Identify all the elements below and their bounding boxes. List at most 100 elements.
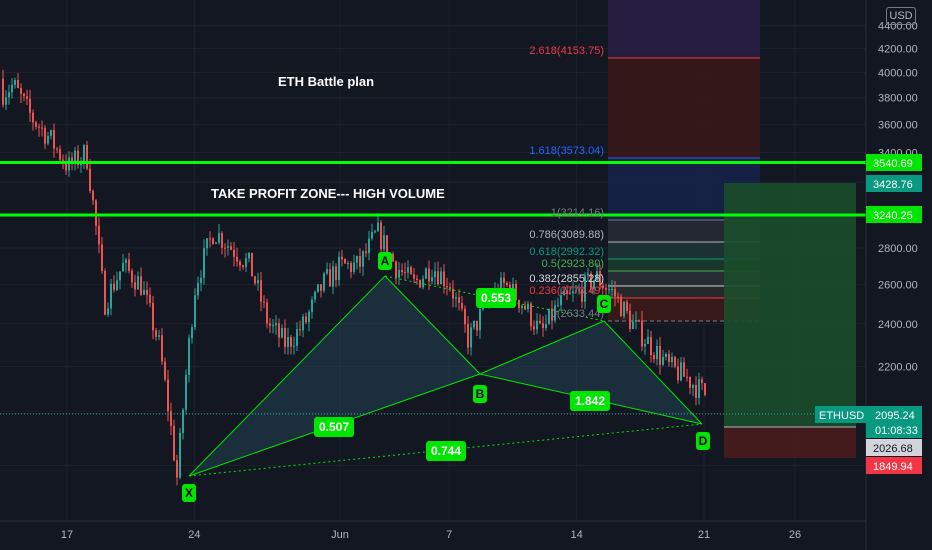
candle-body bbox=[353, 262, 355, 273]
candle-body bbox=[116, 280, 118, 290]
tag-line-upper: 3540.69 bbox=[866, 154, 922, 171]
candle-body bbox=[260, 280, 262, 302]
candle-body bbox=[590, 273, 592, 289]
time-axis[interactable]: 17 24 Jun 7 14 21 26 bbox=[61, 529, 801, 541]
candle-body bbox=[83, 145, 85, 161]
candle-body bbox=[503, 277, 505, 283]
candle-body bbox=[179, 432, 181, 478]
key-levels[interactable] bbox=[0, 161, 866, 415]
candle-body bbox=[401, 270, 403, 273]
svg-text:D: D bbox=[699, 434, 708, 448]
candle-body bbox=[11, 84, 13, 93]
candle-body bbox=[572, 291, 574, 294]
price-axis[interactable]: 1800.002000.002200.002400.002600.002800.… bbox=[878, 21, 918, 473]
time-tick-label: Jun bbox=[331, 529, 349, 541]
candle-body bbox=[530, 303, 532, 327]
svg-text:0.744: 0.744 bbox=[431, 444, 461, 458]
candle-body bbox=[647, 336, 649, 344]
candle-body bbox=[215, 242, 217, 244]
candle-body bbox=[71, 157, 73, 164]
candle-body bbox=[626, 301, 628, 312]
time-tick-label: 17 bbox=[61, 529, 73, 541]
candle-body bbox=[269, 323, 271, 326]
candle-body bbox=[431, 277, 433, 282]
svg-text:0.507: 0.507 bbox=[319, 420, 349, 434]
candle-body bbox=[119, 271, 121, 281]
candle-body bbox=[665, 353, 667, 357]
candle-body bbox=[155, 330, 157, 337]
candle-body bbox=[365, 251, 367, 254]
candle-body bbox=[410, 267, 412, 275]
candle-body bbox=[53, 130, 55, 149]
tag-stop: 1849.94 bbox=[866, 457, 922, 474]
candle-body bbox=[65, 163, 67, 171]
candle-body bbox=[557, 305, 559, 307]
candle-body bbox=[500, 277, 502, 298]
candle-body bbox=[293, 345, 295, 347]
tag-line-lower-text: 3240.25 bbox=[873, 210, 913, 222]
currency-badge[interactable]: USD bbox=[886, 7, 916, 25]
candle-body bbox=[338, 256, 340, 281]
candle-body bbox=[299, 329, 301, 331]
candle-body bbox=[566, 290, 568, 294]
candle-body bbox=[317, 284, 319, 292]
tag-entry: 2026.68 bbox=[866, 439, 922, 456]
candle-body bbox=[347, 263, 349, 265]
candle-body bbox=[113, 283, 115, 290]
candle-body bbox=[377, 222, 379, 232]
xab-triangle bbox=[189, 276, 480, 476]
fib-level-label: 0.786(3089.88) bbox=[529, 229, 604, 241]
candle-body bbox=[653, 355, 655, 360]
candle-body bbox=[227, 246, 229, 248]
tag-target: 3428.76 bbox=[866, 175, 922, 192]
candle-body bbox=[14, 80, 16, 85]
candle-body bbox=[473, 320, 475, 328]
candle-body bbox=[290, 337, 292, 347]
candle-body bbox=[5, 97, 7, 105]
candle-body bbox=[542, 323, 544, 329]
fib-level-label: 0.236(2770.49) bbox=[529, 285, 604, 297]
candle-body bbox=[416, 278, 418, 281]
candle-body bbox=[683, 362, 685, 377]
candle-body bbox=[206, 238, 208, 249]
candle-body bbox=[44, 127, 46, 144]
candle-body bbox=[323, 273, 325, 291]
price-tags: 3540.69 3428.76 3240.25 ETHUSD 2095.24 0… bbox=[815, 154, 922, 474]
candle-body bbox=[668, 353, 670, 363]
fib-level-label: 2.618(4153.75) bbox=[529, 45, 604, 57]
candle-body bbox=[194, 295, 196, 328]
candle-body bbox=[593, 280, 595, 289]
fib-level-label: 0(2633.44) bbox=[551, 308, 604, 320]
candle-body bbox=[704, 383, 706, 396]
candlesticks bbox=[2, 69, 706, 486]
candle-body bbox=[32, 112, 34, 123]
candle-body bbox=[35, 122, 37, 127]
candle-body bbox=[371, 232, 373, 239]
candle-body bbox=[587, 273, 589, 276]
candle-body bbox=[266, 302, 268, 324]
candle-body bbox=[452, 288, 454, 299]
price-tick-label: 3800.00 bbox=[878, 93, 918, 105]
candle-body bbox=[386, 235, 388, 258]
candle-body bbox=[89, 168, 91, 191]
candle-body bbox=[596, 271, 598, 281]
candle-body bbox=[41, 127, 43, 129]
fib-level-label: 0.5(2923.80) bbox=[542, 258, 604, 270]
candle-body bbox=[239, 261, 241, 266]
candle-body bbox=[440, 271, 442, 285]
candle-body bbox=[398, 270, 400, 278]
svg-text:X: X bbox=[185, 486, 193, 500]
long-position-tool[interactable] bbox=[724, 183, 856, 458]
pattern-point-d: D bbox=[696, 432, 710, 450]
fib-level-label: 1(3214.16) bbox=[551, 207, 604, 219]
pattern-point-c: C bbox=[597, 295, 611, 313]
fibonacci-extension[interactable] bbox=[608, 0, 760, 322]
candle-body bbox=[362, 251, 364, 267]
candle-body bbox=[284, 328, 286, 347]
candle-body bbox=[203, 248, 205, 278]
candle-body bbox=[437, 271, 439, 285]
candle-body bbox=[326, 269, 328, 274]
price-tick-label: 2200.00 bbox=[878, 362, 918, 374]
candle-body bbox=[104, 270, 106, 315]
